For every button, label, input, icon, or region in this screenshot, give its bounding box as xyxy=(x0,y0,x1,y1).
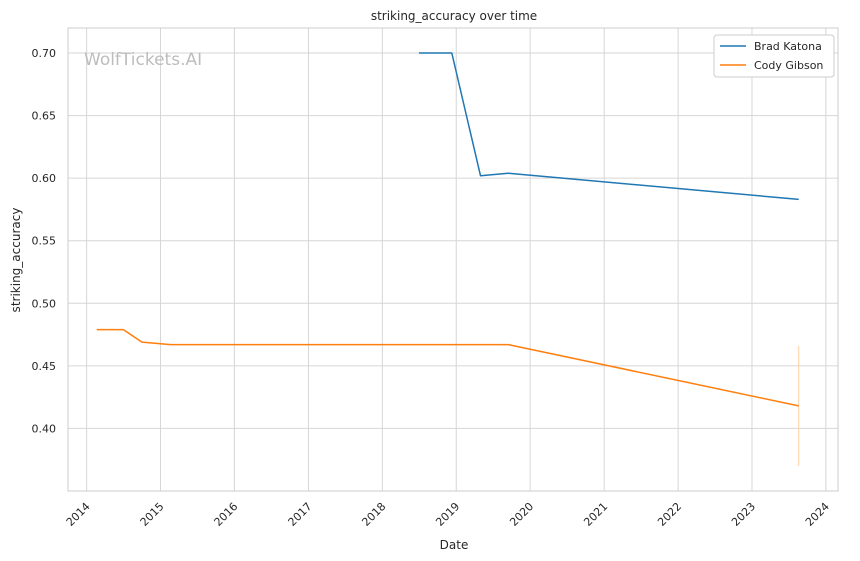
plot-area xyxy=(67,27,839,492)
series-lines xyxy=(96,52,800,466)
x-tick-label: 2024 xyxy=(803,500,832,529)
legend: Brad Katona Cody Gibson xyxy=(713,34,835,78)
x-tick-label: 2023 xyxy=(729,500,758,529)
watermark-text: WolfTickets.AI xyxy=(84,50,202,70)
x-tick-label: 2022 xyxy=(655,500,684,529)
y-tick-label: 0.45 xyxy=(32,360,57,373)
legend-label-cody-gibson: Cody Gibson xyxy=(754,59,823,72)
series-line-cody-gibson xyxy=(96,328,799,407)
x-axis-label: Date xyxy=(440,538,469,552)
y-tick-labels: 0.40 0.45 0.50 0.55 0.60 0.65 0.70 xyxy=(32,47,57,435)
y-axis-label: striking_accuracy xyxy=(9,208,23,313)
x-tick-label: 2017 xyxy=(286,500,315,529)
y-tick-label: 0.70 xyxy=(32,47,57,60)
x-tick-label: 2021 xyxy=(581,500,610,529)
x-tick-label: 2014 xyxy=(64,500,93,529)
series-line-brad-katona xyxy=(419,52,799,201)
x-tick-label: 2019 xyxy=(433,500,462,529)
grid xyxy=(68,28,838,491)
x-tick-label: 2020 xyxy=(507,500,536,529)
y-tick-label: 0.40 xyxy=(32,422,57,435)
y-tick-label: 0.50 xyxy=(32,297,57,310)
x-tick-labels: 2014 2015 2016 2017 2018 2019 2020 2021 2022 2023… xyxy=(64,500,832,529)
x-tick-label: 2016 xyxy=(212,500,241,529)
legend-label-brad-katona: Brad Katona xyxy=(754,40,822,53)
x-tick-label: 2015 xyxy=(138,500,167,529)
chart-title: striking_accuracy over time xyxy=(371,9,537,23)
y-tick-label: 0.60 xyxy=(32,172,57,185)
y-tick-label: 0.55 xyxy=(32,235,57,248)
x-tick-label: 2018 xyxy=(359,500,388,529)
y-tick-label: 0.65 xyxy=(32,110,57,123)
